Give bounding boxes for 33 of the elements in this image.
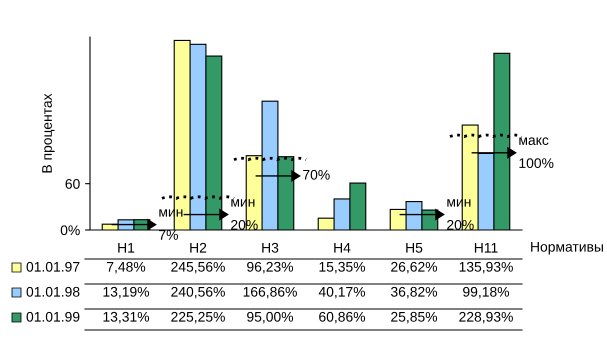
x-tick-label: H4	[334, 243, 350, 253]
data-label: 60,86%	[319, 312, 366, 324]
data-label: 225,25%	[171, 312, 225, 324]
x-tick-label: H3	[262, 242, 278, 253]
data-label: 96,23%	[247, 262, 294, 274]
data-label: 240,56%	[171, 286, 225, 298]
y-axis-title: В процентах	[42, 94, 55, 172]
data-label: 99,18%	[463, 286, 510, 298]
data-label: 13,31%	[104, 312, 150, 324]
x-axis-title: Нормативы	[531, 242, 603, 254]
annotation: макс 100%	[519, 137, 554, 168]
y-tick-label: 0%	[60, 225, 80, 236]
data-label: 13,19%	[104, 286, 150, 298]
x-tick-label: H5	[406, 243, 422, 253]
annotation: 70%	[303, 170, 330, 180]
data-label: 40,17%	[318, 286, 366, 298]
legend-label: 01.01.98	[26, 286, 80, 297]
data-label: 7,48%	[107, 262, 146, 274]
data-label: 95,00%	[247, 312, 294, 324]
x-tick-label: H1	[118, 243, 134, 253]
data-label: 26,62%	[391, 262, 438, 274]
data-label: 25,85%	[391, 312, 438, 324]
data-label: 166,86%	[244, 286, 297, 298]
data-label: 15,35%	[320, 262, 366, 274]
data-label: 135,93%	[460, 262, 513, 274]
legend-label: 01.01.99	[26, 312, 80, 322]
x-tick-label: H11	[474, 243, 498, 253]
x-tick-label: H2	[190, 242, 206, 253]
data-label: 228,93%	[459, 312, 513, 324]
data-label: 245,56%	[171, 262, 225, 274]
legend-label: 01.01.97	[26, 262, 80, 272]
y-tick-label: 60	[66, 179, 80, 189]
data-label: 36,82%	[390, 286, 438, 298]
